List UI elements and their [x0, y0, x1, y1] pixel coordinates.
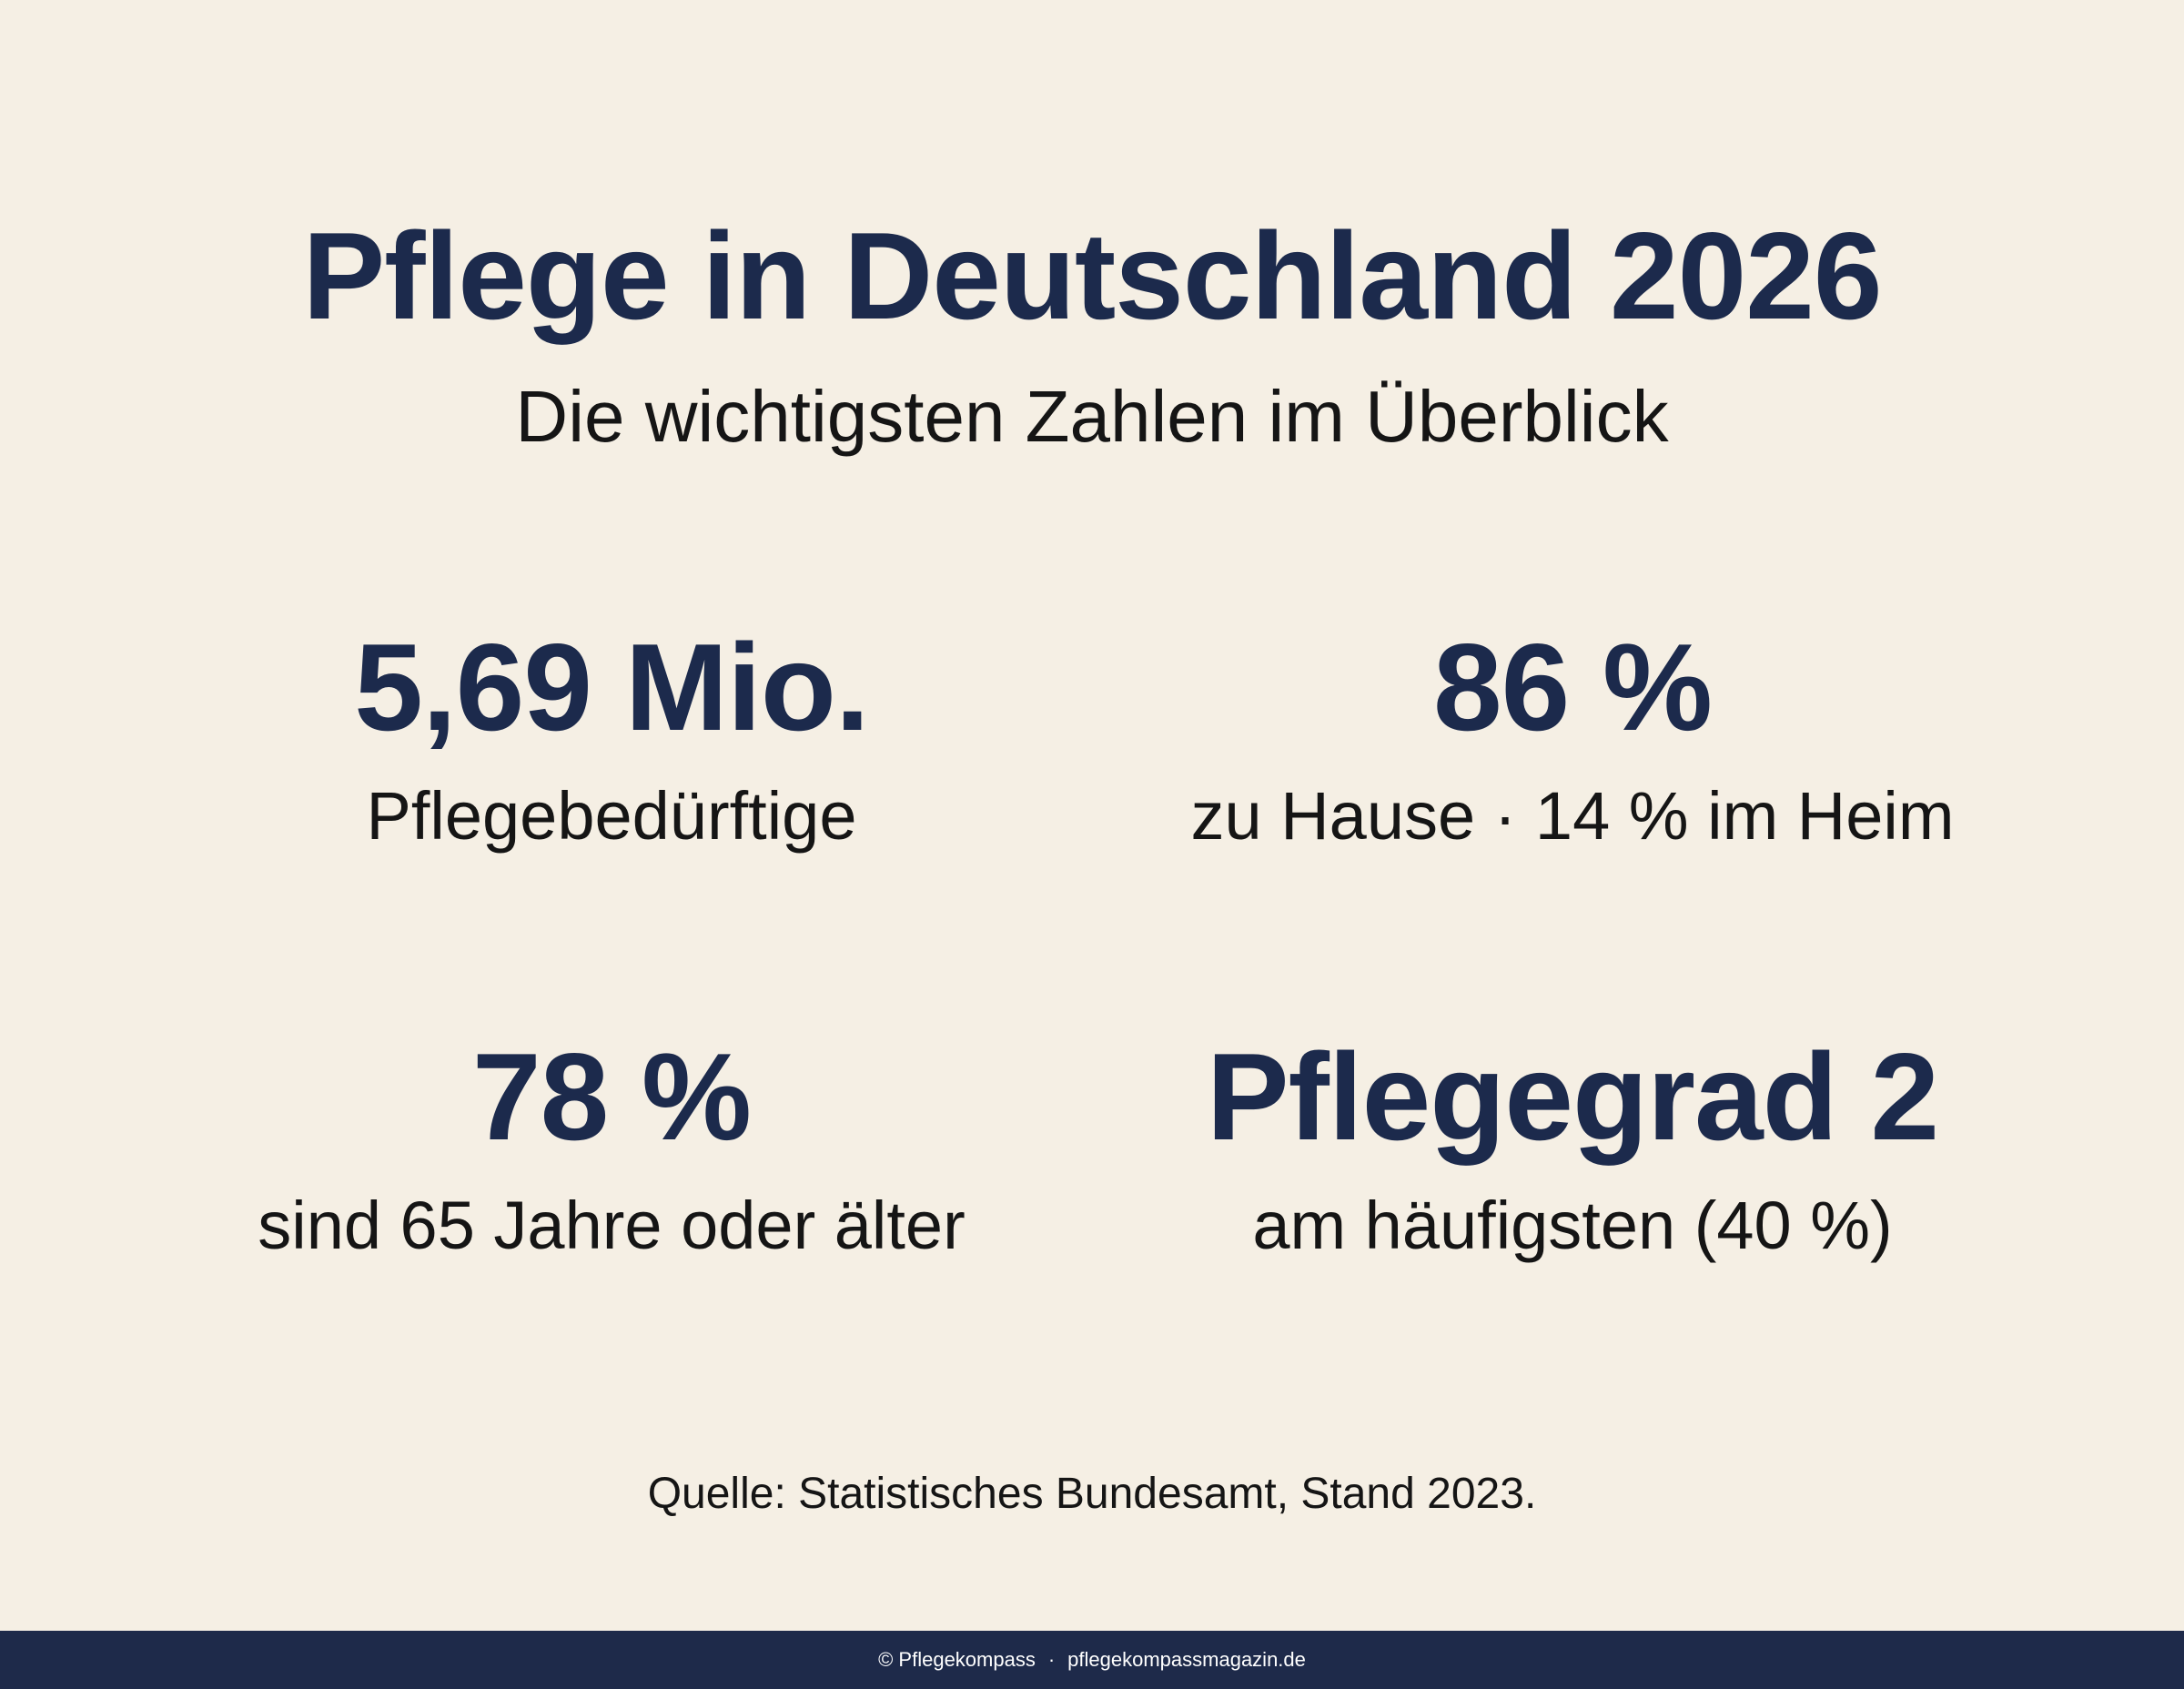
stat-value: 78 % [472, 1027, 752, 1166]
stat-age-65-plus: 78 % sind 65 Jahre oder älter [157, 1028, 1067, 1267]
stat-care-recipients: 5,69 Mio. Pflegebedürftige [157, 619, 1067, 857]
source-note: Quelle: Statistisches Bundesamt, Stand 2… [647, 1470, 1537, 1518]
footer-website-link[interactable]: pflegekompassmagazin.de [1067, 1648, 1306, 1671]
stat-care-level: Pflegegrad 2 am häufigsten (40 %) [1117, 1028, 2027, 1267]
stat-label: zu Hause · 14 % im Heim [1190, 778, 1955, 854]
stat-label: Pflegebedürftige [366, 778, 857, 854]
page-title: Pflege in Deutschland 2026 [302, 207, 1882, 345]
stat-home-care: 86 % zu Hause · 14 % im Heim [1117, 619, 2027, 857]
stat-label: am häufigsten (40 %) [1252, 1188, 1893, 1263]
stat-label: sind 65 Jahre oder älter [258, 1188, 966, 1263]
footer-separator: · [1047, 1648, 1056, 1671]
page-subtitle: Die wichtigsten Zahlen im Überblick [515, 376, 1669, 457]
stat-value: 5,69 Mio. [354, 618, 869, 756]
stat-value: 86 % [1433, 618, 1713, 756]
stat-value: Pflegegrad 2 [1206, 1027, 1939, 1166]
footer-copyright: © Pflegekompass [878, 1648, 1036, 1671]
footer-bar: © Pflegekompass · pflegekompassmagazin.d… [0, 1631, 2184, 1689]
